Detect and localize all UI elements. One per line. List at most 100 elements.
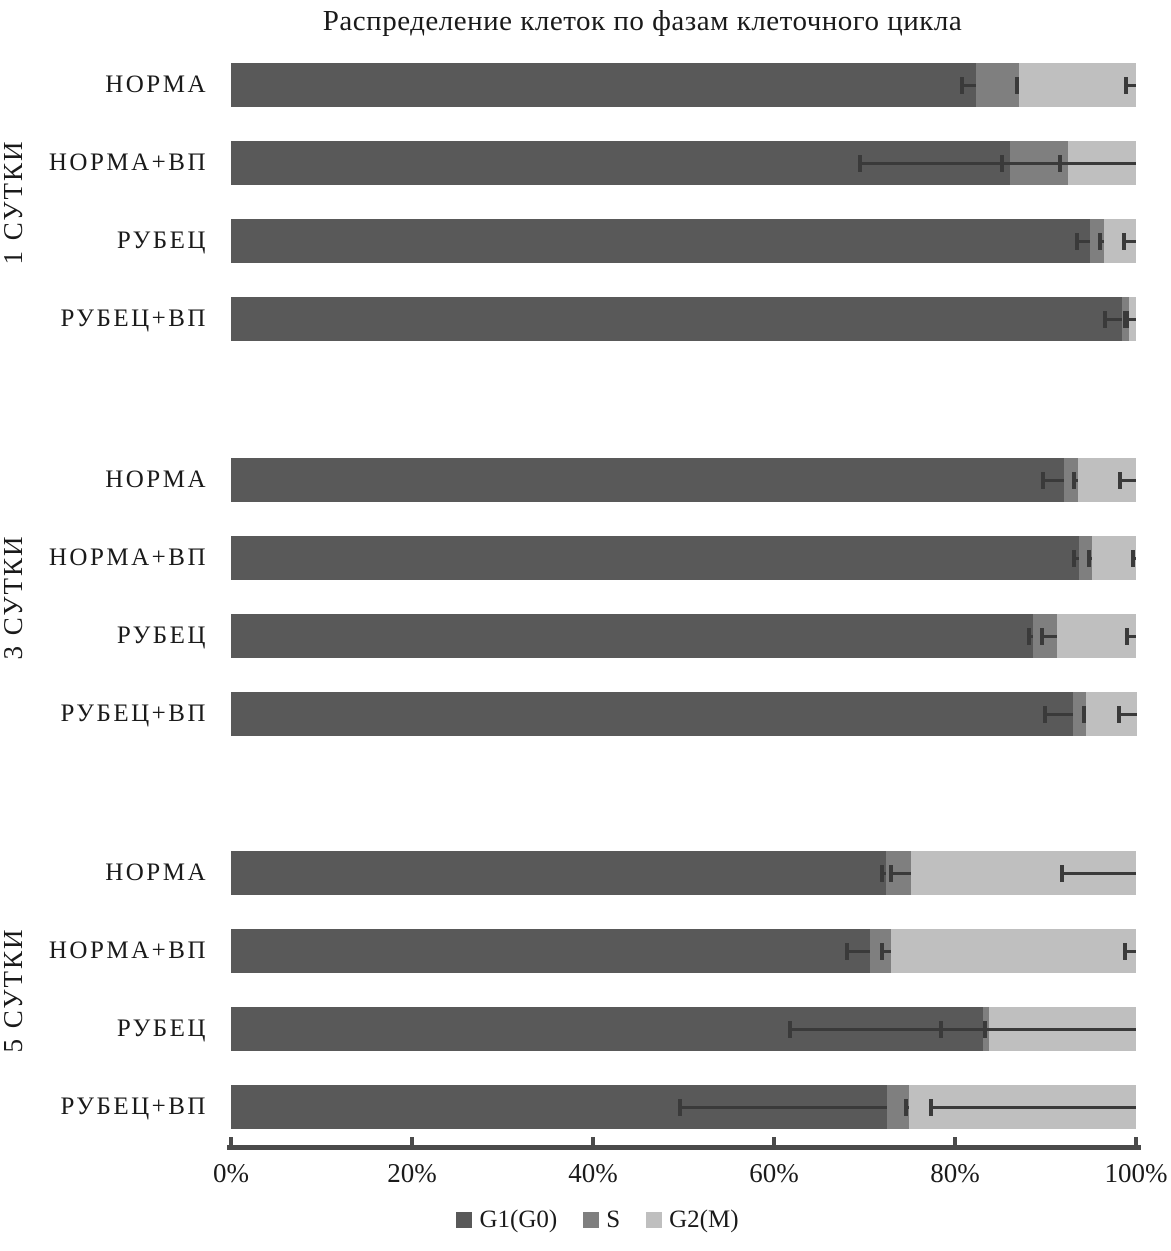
- row-label: РУБЕЦ+ВП: [60, 700, 208, 727]
- bar-segment-g2: [1091, 536, 1136, 580]
- error-bar-line: [1059, 161, 1136, 165]
- error-bar-cap: [1116, 705, 1121, 723]
- error-bar-cap: [1042, 705, 1047, 723]
- error-bar-line: [1044, 712, 1073, 716]
- x-axis-tick-label: 40%: [568, 1158, 618, 1188]
- row-label: РУБЕЦ: [116, 622, 208, 649]
- error-bar-line: [962, 83, 976, 87]
- bar-segment-g2: [1019, 63, 1136, 107]
- bar-row: [231, 851, 1136, 895]
- row-label: РУБЕЦ: [116, 1015, 208, 1042]
- bar-segment-s: [975, 63, 1020, 107]
- legend-swatch-g2: [646, 1212, 663, 1228]
- error-bar-cap: [1081, 705, 1086, 723]
- row-label: НОРМА+ВП: [48, 937, 208, 964]
- error-bar-cap: [1122, 232, 1127, 250]
- error-bar-line: [847, 949, 870, 953]
- error-bar-line: [679, 1105, 888, 1109]
- bar-row: [231, 692, 1137, 736]
- error-bar-line: [984, 1027, 1136, 1031]
- bar-segment-g1: [231, 929, 870, 973]
- error-bar-cap: [1117, 471, 1122, 489]
- error-bar-cap: [1014, 76, 1019, 94]
- error-bar-line: [941, 1027, 990, 1031]
- error-bar-line: [881, 949, 891, 953]
- error-bar-cap: [904, 1098, 909, 1116]
- legend-item-g1: G1(G0): [456, 1206, 557, 1234]
- error-bar-cap: [879, 942, 884, 960]
- error-bar-cap: [1000, 154, 1005, 172]
- bar-segment-s: [1072, 692, 1087, 736]
- legend: G1(G0) S G2(M): [12, 1203, 1171, 1237]
- bar-row: [231, 1007, 1136, 1051]
- bar-row: [231, 219, 1136, 263]
- row-label: НОРМА: [105, 859, 208, 886]
- x-axis-tick: [229, 1137, 233, 1146]
- error-bar-line: [890, 871, 911, 875]
- error-bar-cap: [939, 1020, 944, 1038]
- error-bar-line: [881, 871, 887, 875]
- error-bar-cap: [960, 76, 965, 94]
- bar-row: [231, 63, 1136, 107]
- bar-row: [231, 141, 1136, 185]
- x-axis-tick-label: 0%: [213, 1158, 249, 1188]
- error-bar-line: [1042, 478, 1064, 482]
- error-bar-line: [1077, 239, 1090, 243]
- error-bar-line: [1105, 317, 1122, 321]
- error-bar-line: [1125, 949, 1136, 953]
- error-bar-line: [1118, 712, 1137, 716]
- error-bar-line: [859, 161, 1011, 165]
- bar-segment-s: [1063, 458, 1079, 502]
- error-bar-cap: [677, 1098, 682, 1116]
- bar-segment-g1: [231, 297, 1122, 341]
- bar-segment-s: [1078, 536, 1092, 580]
- legend-label-g2: G2(M): [669, 1206, 739, 1233]
- row-label: НОРМА: [105, 466, 208, 493]
- error-bar-cap: [1039, 627, 1044, 645]
- x-axis-line: [227, 1145, 1141, 1150]
- error-bar-cap: [1057, 154, 1062, 172]
- error-bar-line: [1126, 634, 1136, 638]
- bar-segment-s: [1089, 219, 1105, 263]
- bar-row: [231, 458, 1136, 502]
- error-bar-cap: [888, 864, 893, 882]
- error-bar-line: [1124, 239, 1136, 243]
- error-bar-line: [1126, 83, 1136, 87]
- x-axis-tick-label: 60%: [749, 1158, 799, 1188]
- bar-segment-s: [887, 1085, 909, 1129]
- bar-row: [231, 536, 1136, 580]
- error-bar-cap: [845, 942, 850, 960]
- error-bar-cap: [1059, 864, 1064, 882]
- error-bar-cap: [982, 1020, 987, 1038]
- x-axis-tick: [591, 1137, 595, 1146]
- error-bar-cap: [1075, 232, 1080, 250]
- bar-segment-g2: [1057, 614, 1136, 658]
- error-bar-cap: [1131, 549, 1136, 567]
- x-axis-tick-label: 20%: [387, 1158, 437, 1188]
- bar-segment-g1: [231, 692, 1073, 736]
- error-bar-cap: [1103, 310, 1108, 328]
- row-label: РУБЕЦ+ВП: [60, 1093, 208, 1120]
- error-bar-cap: [1123, 942, 1128, 960]
- bar-segment-g1: [231, 219, 1090, 263]
- error-bar-cap: [928, 1098, 933, 1116]
- row-label: РУБЕЦ: [116, 227, 208, 254]
- chart-title: Распределение клеток по фазам клеточного…: [322, 5, 963, 37]
- bar-row: [231, 1085, 1136, 1129]
- error-bar-cap: [1124, 76, 1129, 94]
- error-bar-line: [1119, 478, 1136, 482]
- bar-segment-g1: [231, 536, 1079, 580]
- bar-segment-g1: [231, 851, 887, 895]
- error-bar-cap: [1124, 310, 1129, 328]
- legend-item-s: S: [583, 1206, 620, 1234]
- legend-label-g1: G1(G0): [479, 1206, 558, 1233]
- bar-segment-g1: [231, 458, 1064, 502]
- x-axis-tick-label: 100%: [1104, 1158, 1168, 1188]
- legend-swatch-g1: [456, 1212, 473, 1228]
- bar-row: [231, 297, 1136, 341]
- error-bar-cap: [1040, 471, 1045, 489]
- legend-label-s: S: [606, 1206, 621, 1233]
- error-bar-line: [930, 1105, 1136, 1109]
- error-bar-line: [790, 1027, 984, 1031]
